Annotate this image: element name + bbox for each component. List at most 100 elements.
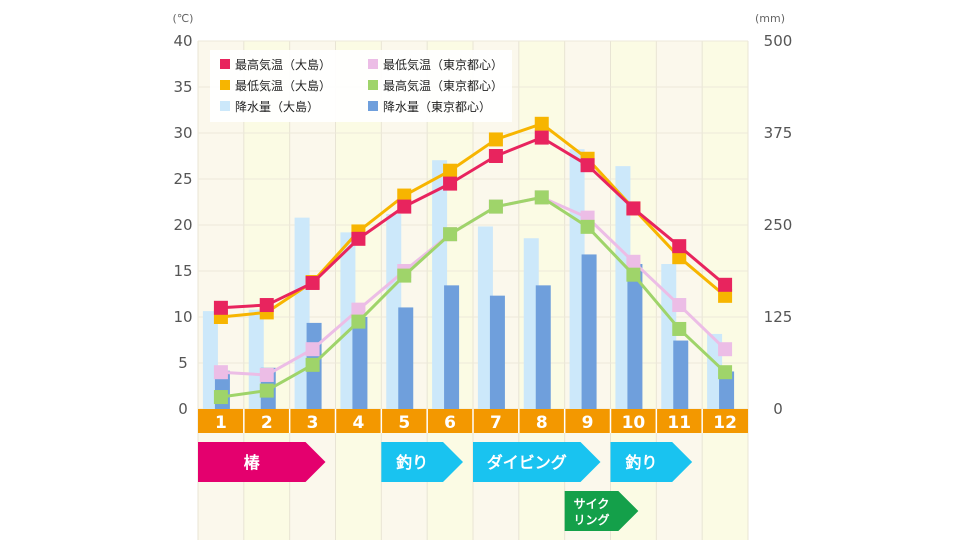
month-label: 6 bbox=[444, 413, 456, 433]
precipitation-bar bbox=[386, 213, 402, 409]
temperature-marker bbox=[397, 199, 412, 214]
temperature-marker bbox=[305, 357, 320, 372]
y-right-tick-label: 375 bbox=[764, 124, 793, 142]
temperature-marker bbox=[443, 227, 458, 242]
temperature-marker bbox=[626, 254, 641, 269]
activity-label: 釣り bbox=[625, 453, 657, 472]
temperature-marker bbox=[718, 288, 733, 303]
month-label: 3 bbox=[307, 413, 319, 433]
temperature-marker bbox=[488, 149, 503, 163]
temperature-marker bbox=[672, 298, 687, 313]
temperature-marker bbox=[580, 219, 595, 234]
temperature-marker bbox=[213, 390, 228, 405]
month-label: 12 bbox=[713, 413, 737, 433]
y-right-tick-label: 0 bbox=[773, 400, 783, 418]
legend-label: 降水量（東京都心） bbox=[383, 100, 491, 114]
temperature-marker bbox=[443, 163, 458, 178]
y-left-tick-label: 5 bbox=[178, 354, 188, 372]
precipitation-bar bbox=[581, 254, 597, 409]
legend: 最高気温（大島） 最低気温（東京都心） 最低気温（大島） 最高気温（東京都心） 降水量（… bbox=[210, 50, 512, 122]
legend-swatch bbox=[220, 101, 230, 111]
activity-label: ダイビング bbox=[487, 453, 567, 472]
temperature-marker bbox=[397, 268, 412, 283]
y-left-tick-label: 30 bbox=[173, 124, 192, 142]
temperature-marker bbox=[351, 302, 366, 317]
temperature-marker bbox=[718, 365, 733, 380]
temperature-marker bbox=[397, 188, 412, 203]
activity-band bbox=[381, 442, 463, 482]
legend-label: 最高気温（大島） bbox=[235, 57, 331, 72]
temperature-marker bbox=[626, 267, 641, 282]
activity-label: サイク bbox=[574, 497, 610, 511]
precipitation-bar bbox=[673, 340, 689, 409]
precipitation-bar bbox=[719, 371, 735, 409]
temperature-marker bbox=[534, 190, 549, 205]
y-left-tick-label: 10 bbox=[173, 308, 192, 326]
temperature-marker bbox=[305, 275, 320, 290]
month-label: 2 bbox=[261, 413, 273, 433]
temperature-marker bbox=[534, 130, 549, 145]
y-left-tick-label: 35 bbox=[173, 78, 192, 96]
y-right-tick-label: 500 bbox=[764, 32, 793, 50]
activity-band bbox=[473, 442, 601, 482]
month-label: 8 bbox=[536, 413, 548, 433]
temperature-marker bbox=[443, 176, 458, 191]
temperature-marker bbox=[672, 250, 687, 265]
month-label: 4 bbox=[352, 413, 364, 433]
precipitation-bar bbox=[202, 311, 218, 409]
precipitation-bar bbox=[489, 295, 505, 409]
temperature-marker bbox=[259, 298, 274, 313]
month-band: 1 2 3 4 5 6 7 8 9 10 11 12 bbox=[198, 409, 748, 433]
axes: (℃) (mm) 0 5 10 15 20 25 30 35 40 0 125 250 375 500 bbox=[173, 12, 793, 418]
temperature-marker bbox=[718, 342, 733, 357]
temperature-marker bbox=[488, 199, 503, 214]
precipitation-bar bbox=[477, 226, 493, 409]
legend-swatch bbox=[220, 80, 230, 90]
temperature-marker bbox=[672, 239, 687, 254]
legend-swatch bbox=[368, 80, 378, 90]
temperature-marker bbox=[259, 383, 274, 398]
legend-swatch bbox=[368, 59, 378, 69]
legend-box bbox=[210, 50, 512, 122]
precipitation-bar bbox=[352, 317, 368, 409]
temperature-marker bbox=[488, 132, 503, 147]
y-left-tick-label: 20 bbox=[173, 216, 192, 234]
y-right-tick-label: 250 bbox=[764, 216, 793, 234]
y-left-tick-label: 15 bbox=[173, 262, 192, 280]
legend-label: 最低気温（東京都心） bbox=[383, 57, 503, 72]
temperature-marker bbox=[213, 365, 228, 380]
activity-label: 椿 bbox=[244, 453, 261, 472]
temperature-marker bbox=[718, 277, 733, 292]
y-left-unit: (℃) bbox=[173, 12, 194, 25]
legend-label: 降水量（大島） bbox=[235, 99, 319, 114]
precipitation-bar bbox=[444, 285, 460, 409]
y-right-tick-label: 125 bbox=[764, 308, 793, 326]
temperature-marker bbox=[534, 116, 549, 131]
month-label: 10 bbox=[622, 413, 646, 433]
temperature-marker bbox=[213, 300, 228, 315]
y-left-tick-label: 25 bbox=[173, 170, 192, 188]
y-left-tick-label: 0 bbox=[178, 400, 188, 418]
precipitation-bar bbox=[535, 285, 551, 409]
legend-swatch bbox=[368, 101, 378, 111]
activity-label: リング bbox=[573, 512, 609, 527]
precipitation-bar bbox=[432, 160, 448, 409]
temperature-line bbox=[220, 136, 727, 310]
precipitation-bars bbox=[202, 149, 735, 409]
temperature-marker bbox=[626, 201, 641, 216]
month-label: 7 bbox=[490, 413, 502, 433]
temperature-line bbox=[220, 195, 727, 399]
temperature-marker bbox=[351, 231, 366, 246]
precipitation-bar bbox=[615, 166, 631, 409]
y-left-tick-label: 40 bbox=[173, 32, 192, 50]
legend-swatch bbox=[220, 59, 230, 69]
month-label: 5 bbox=[398, 413, 410, 433]
temperature-marker bbox=[305, 342, 320, 357]
legend-label: 最高気温（東京都心） bbox=[383, 78, 503, 93]
month-label: 11 bbox=[667, 413, 691, 433]
legend-label: 最低気温（大島） bbox=[235, 78, 331, 93]
precipitation-bar bbox=[398, 307, 414, 409]
precipitation-bar bbox=[627, 264, 643, 409]
